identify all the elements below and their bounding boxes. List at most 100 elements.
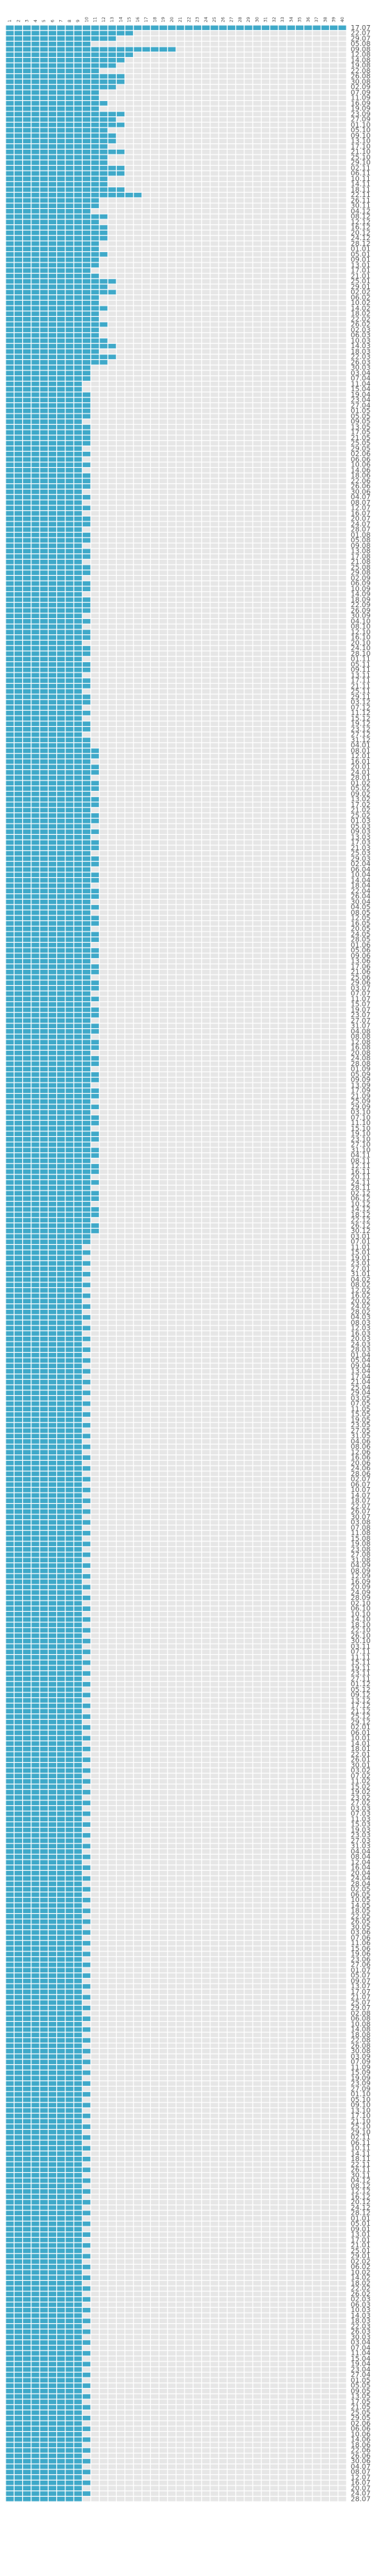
heatmap-cell-empty <box>159 473 168 478</box>
heatmap-cell-empty <box>100 246 108 251</box>
heatmap-cell-empty <box>193 182 202 187</box>
heatmap-cell-empty <box>100 641 108 645</box>
heatmap-cell-empty <box>184 192 193 198</box>
heatmap-cell-empty <box>134 457 142 462</box>
heatmap-cell-filled <box>23 608 31 613</box>
heatmap-cell-filled <box>14 651 22 657</box>
heatmap-cell-empty <box>296 505 304 510</box>
heatmap-cell-empty <box>270 500 278 505</box>
heatmap-cell-filled <box>48 673 56 678</box>
heatmap-cell-empty <box>142 586 150 592</box>
heatmap-cell-empty <box>125 63 134 68</box>
heatmap-cell-filled <box>23 651 31 657</box>
heatmap-cell-empty <box>296 68 304 74</box>
heatmap-cell-filled <box>57 295 65 300</box>
heatmap-cell-empty <box>262 79 270 84</box>
heatmap-cell-empty <box>210 392 218 398</box>
heatmap-cell-empty <box>244 635 253 640</box>
heatmap-cell-filled <box>23 667 31 673</box>
heatmap-cell-filled <box>65 414 74 419</box>
heatmap-cell-empty <box>287 235 295 241</box>
heatmap-cell-empty <box>218 586 227 592</box>
column-label: 18 <box>152 17 157 22</box>
heatmap-cell-empty <box>287 219 295 225</box>
heatmap-cell-empty <box>262 209 270 214</box>
heatmap-cell-filled <box>57 257 65 262</box>
heatmap-cell-empty <box>312 117 321 122</box>
heatmap-cell-empty <box>193 511 202 516</box>
heatmap-cell-empty <box>176 95 184 100</box>
heatmap-cell-empty <box>321 586 329 592</box>
heatmap-cell-empty <box>244 262 253 268</box>
heatmap-cell-empty <box>193 645 202 651</box>
heatmap-cell-filled <box>14 554 22 559</box>
heatmap-cell-empty <box>134 101 142 106</box>
heatmap-cell-empty <box>134 235 142 241</box>
heatmap-cell-empty <box>218 133 227 139</box>
heatmap-cell-filled <box>91 354 100 359</box>
heatmap-cell-empty <box>184 505 193 510</box>
heatmap-cell-empty <box>278 241 287 246</box>
heatmap-cell-empty <box>150 527 159 532</box>
heatmap-cell-empty <box>116 360 125 365</box>
heatmap-cell-empty <box>338 565 347 570</box>
heatmap-cell-empty <box>287 58 295 63</box>
heatmap-cell-filled <box>57 106 65 111</box>
heatmap-cell-empty <box>218 209 227 214</box>
heatmap-cell-empty <box>330 408 338 414</box>
heatmap-cell-empty <box>228 602 236 608</box>
heatmap-cell-filled <box>23 106 31 111</box>
heatmap-cell-empty <box>330 667 338 673</box>
heatmap-cell-empty <box>202 549 210 553</box>
heatmap-cell-empty <box>253 41 261 47</box>
heatmap-cell-empty <box>176 581 184 586</box>
heatmap-cell-empty <box>304 376 312 381</box>
heatmap-cell-empty <box>82 689 90 694</box>
heatmap-cell-empty <box>253 592 261 597</box>
heatmap-cell-filled <box>14 559 22 565</box>
heatmap-cell-empty <box>176 624 184 629</box>
heatmap-cell-empty <box>150 533 159 537</box>
heatmap-cell-empty <box>228 349 236 354</box>
heatmap-cell-empty <box>287 382 295 386</box>
heatmap-cell-empty <box>134 317 142 322</box>
heatmap-cell-empty <box>244 123 253 127</box>
heatmap-cell-empty <box>193 398 202 402</box>
heatmap-cell-filled <box>74 333 82 338</box>
heatmap-cell-empty <box>100 365 108 370</box>
heatmap-cell-empty <box>236 376 244 381</box>
heatmap-cell-filled <box>65 290 74 294</box>
heatmap-cell-empty <box>202 689 210 694</box>
heatmap-cell-empty <box>202 209 210 214</box>
heatmap-cell-empty <box>108 489 116 494</box>
heatmap-cell-filled <box>14 262 22 268</box>
heatmap-cell-filled <box>202 25 210 31</box>
heatmap-cell-empty <box>176 230 184 235</box>
heatmap-cell-empty <box>338 246 347 251</box>
heatmap-cell-empty <box>321 149 329 155</box>
heatmap-cell-filled <box>91 95 100 100</box>
heatmap-cell-empty <box>218 123 227 127</box>
heatmap-cell-empty <box>338 543 347 549</box>
heatmap-cell-empty <box>296 219 304 225</box>
heatmap-cell-filled <box>14 144 22 149</box>
heatmap-cell-empty <box>270 139 278 143</box>
heatmap-cell-empty <box>338 111 347 117</box>
heatmap-cell-empty <box>176 187 184 192</box>
heatmap-cell-empty <box>108 667 116 673</box>
heatmap-cell-filled <box>23 613 31 618</box>
heatmap-cell-empty <box>168 505 176 510</box>
heatmap-cell-empty <box>278 219 287 225</box>
heatmap-cell-empty <box>270 306 278 311</box>
heatmap-cell-empty <box>330 565 338 570</box>
heatmap-cell-empty <box>176 360 184 365</box>
heatmap-cell-empty <box>321 295 329 300</box>
heatmap-cell-empty <box>184 370 193 376</box>
heatmap-cell-filled <box>65 473 74 478</box>
column-label: 1 <box>8 19 13 22</box>
heatmap-cell-empty <box>184 47 193 52</box>
heatmap-cell-empty <box>142 214 150 219</box>
heatmap-cell-empty <box>218 155 227 160</box>
heatmap-cell-filled <box>6 549 14 553</box>
heatmap-cell-empty <box>244 198 253 203</box>
